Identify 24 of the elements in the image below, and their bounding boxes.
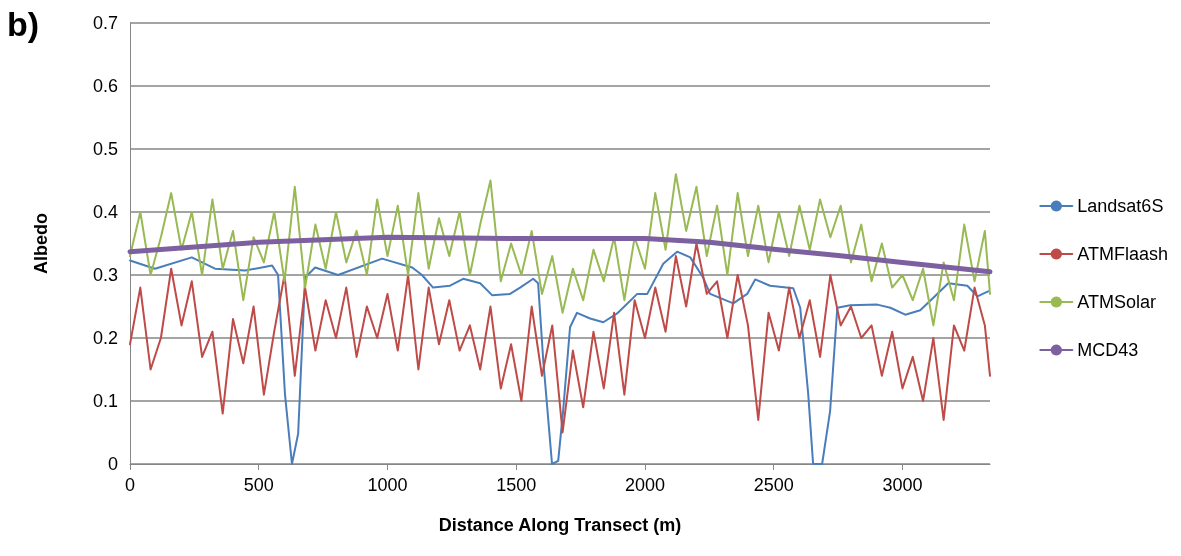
legend-label: MCD43 [1077, 340, 1139, 360]
y-axis-title: Albedo [31, 213, 51, 274]
x-tick-label: 1500 [496, 475, 537, 495]
y-tick-label: 0.7 [92, 13, 118, 33]
x-tick-label: 3000 [882, 475, 923, 495]
x-tick-label: 0 [124, 475, 136, 495]
y-tick-label: 0.1 [92, 391, 118, 411]
chart-title: b) [7, 5, 40, 43]
legend-label: Landsat6S [1077, 196, 1164, 216]
x-axis-title: Distance Along Transect (m) [438, 515, 682, 535]
y-tick-label: 0.6 [92, 76, 118, 96]
y-tick-label: 0 [107, 454, 118, 474]
y-tick-label: 0.5 [92, 139, 118, 159]
y-tick-label: 0.4 [92, 202, 118, 222]
line-series [129, 173, 991, 327]
y-tick-label: 0.3 [92, 265, 118, 285]
legend-label: ATMFlaash [1077, 244, 1168, 264]
x-tick-label: 2000 [624, 475, 665, 495]
x-tick-label: 1000 [367, 475, 408, 495]
line-series [129, 242, 991, 434]
y-tick-label: 0.2 [92, 328, 118, 348]
x-tick-label: 500 [243, 475, 274, 495]
legend-label: ATMSolar [1077, 292, 1156, 312]
x-tick-label: 2500 [753, 475, 794, 495]
